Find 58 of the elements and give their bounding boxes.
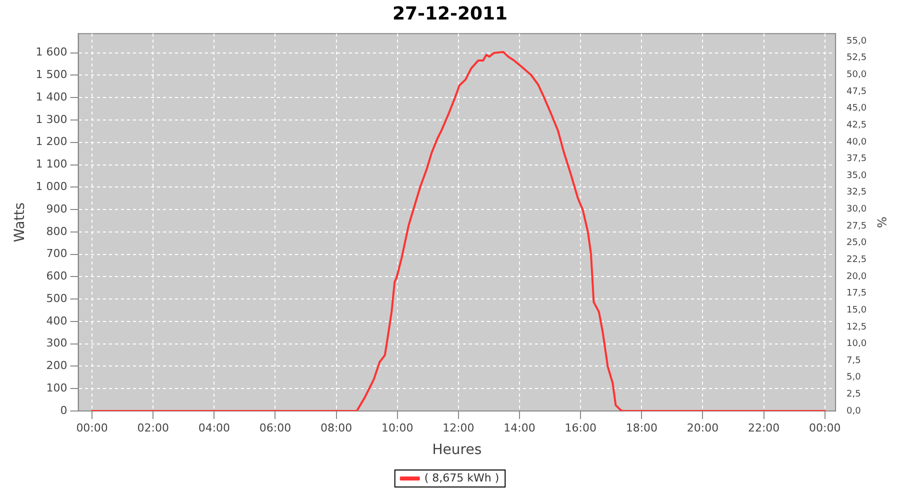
- y2-axis-title: %: [874, 216, 889, 228]
- y2-tick-label: 25,0: [846, 238, 867, 248]
- x-tick-label: 02:00: [137, 421, 169, 434]
- y2-tick-label: 50,0: [846, 70, 867, 80]
- y-tick-label: 800: [46, 224, 68, 238]
- y2-tick-label: 42,5: [846, 120, 867, 130]
- y2-tick-label: 20,0: [846, 272, 867, 282]
- y-tick-label: 200: [46, 359, 68, 372]
- y-tick-label: 1 000: [36, 180, 68, 194]
- y-tick-label: 0: [60, 404, 68, 417]
- x-tick-label: 14:00: [504, 421, 536, 434]
- y2-tick-label: 32,5: [846, 188, 867, 198]
- y2-tick-label: 0,0: [846, 406, 862, 416]
- y-tick-label: 1 600: [36, 46, 68, 59]
- y-tick-label: 500: [46, 292, 68, 305]
- y2-tick-label: 45,0: [846, 104, 867, 114]
- y2-tick-label: 2,5: [846, 390, 861, 400]
- y2-tick-label: 10,0: [846, 339, 867, 350]
- x-tick-label: 16:00: [564, 421, 596, 434]
- x-tick-label: 06:00: [259, 421, 292, 434]
- x-tick-label: 00:00: [76, 421, 108, 434]
- y2-tick-label: 30,0: [846, 204, 867, 215]
- y-tick-label: 400: [46, 314, 68, 328]
- y2-tick-label: 55,0: [846, 36, 867, 46]
- y2-tick-label: 40,0: [846, 137, 867, 148]
- chart-title: 27-12-2011: [392, 3, 508, 24]
- x-tick-label: 04:00: [198, 421, 230, 434]
- y-tick-label: 900: [46, 202, 68, 216]
- y2-tick-label: 17,5: [846, 288, 867, 299]
- x-tick-label: 22:00: [748, 421, 780, 434]
- y2-tick-label: 47,5: [846, 86, 867, 97]
- x-tick-label: 08:00: [320, 421, 352, 434]
- x-tick-label: 00:00: [809, 421, 841, 434]
- y-tick-label: 300: [46, 336, 68, 350]
- x-tick-label: 10:00: [382, 421, 414, 434]
- x-axis-title: Heures: [432, 442, 482, 458]
- y-tick-label: 1 100: [36, 158, 68, 171]
- y-tick-label: 1 500: [36, 68, 68, 82]
- y-tick-label: 700: [46, 247, 68, 260]
- y-tick-label: 1 400: [36, 90, 68, 104]
- y2-tick-label: 15,0: [846, 305, 867, 316]
- x-tick-label: 18:00: [626, 421, 658, 434]
- y-tick-label: 1 200: [36, 135, 68, 148]
- y2-tick-label: 22,5: [846, 254, 867, 265]
- y2-tick-label: 5,0: [846, 372, 862, 383]
- y-tick-label: 100: [46, 381, 68, 394]
- y2-tick-label: 7,5: [846, 356, 861, 366]
- y2-tick-label: 52,5: [846, 53, 867, 64]
- legend-label: ( 8,675 kWh ): [424, 471, 500, 484]
- y-tick-label: 600: [46, 270, 68, 283]
- y-axis-title: Watts: [12, 202, 28, 242]
- y2-tick-label: 12,5: [846, 322, 867, 332]
- y2-tick-label: 27,5: [846, 221, 867, 232]
- x-tick-label: 12:00: [442, 421, 474, 434]
- y-tick-label: 1 300: [36, 112, 68, 126]
- y2-tick-label: 37,5: [846, 154, 867, 164]
- y2-tick-label: 35,0: [846, 170, 867, 181]
- x-tick-label: 20:00: [686, 421, 719, 434]
